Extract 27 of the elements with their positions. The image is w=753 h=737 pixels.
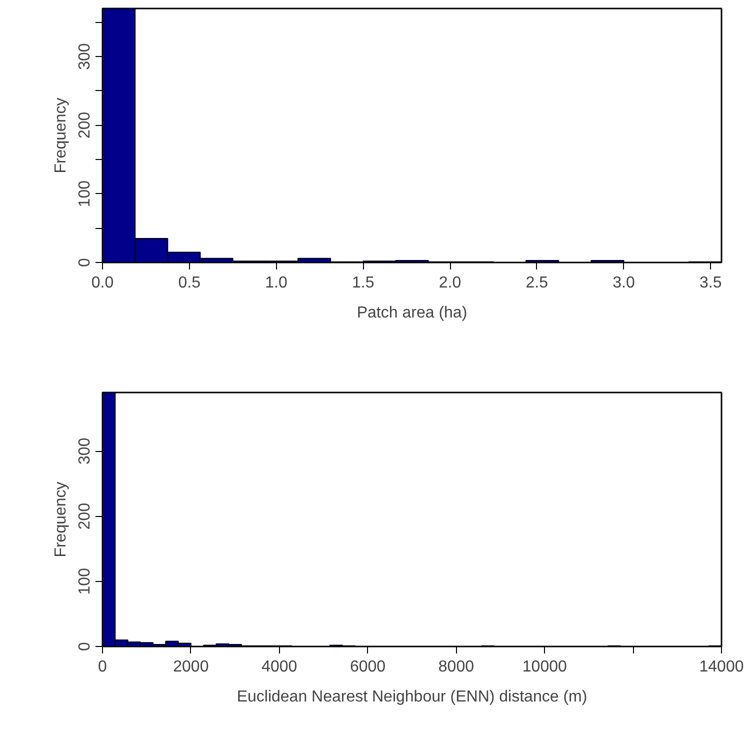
x-tick-label: 0.5 [178,274,201,292]
x-tick-label: 6000 [350,658,386,676]
x-tick-label: 2.5 [526,274,548,292]
y-tick-label: 300 [76,43,94,70]
x-tick-label: 1.5 [352,274,374,292]
x-tick-label: 4000 [262,658,298,676]
x-tick-label: 14000 [699,658,744,676]
x-axis-title: Euclidean Nearest Neighbour (ENN) distance (m) [236,688,588,706]
x-tick-label: 1.0 [265,274,288,292]
x-tick-label: 3.0 [612,274,635,292]
x-tick-label: 0 [98,658,108,676]
y-axis-title: Frequency [52,482,70,558]
y-tick-label: 0 [76,258,94,267]
y-tick-label: 100 [76,568,94,595]
x-axis-title: Patch area (ha) [356,304,468,322]
y-tick-label: 300 [76,438,94,464]
x-tick-label: 2000 [173,658,209,676]
y-tick-label: 200 [76,112,94,139]
y-axis-title: Frequency [52,98,70,174]
x-tick-label: 3.5 [700,274,722,292]
x-tick-label: 0.0 [91,274,114,292]
x-tick-label: 8000 [438,658,474,676]
x-tick-label: 2.0 [438,274,462,292]
y-tick-label: 0 [76,642,94,651]
x-tick-label: 10000 [522,658,567,676]
y-tick-label: 100 [76,180,94,208]
y-tick-label: 200 [76,502,94,530]
